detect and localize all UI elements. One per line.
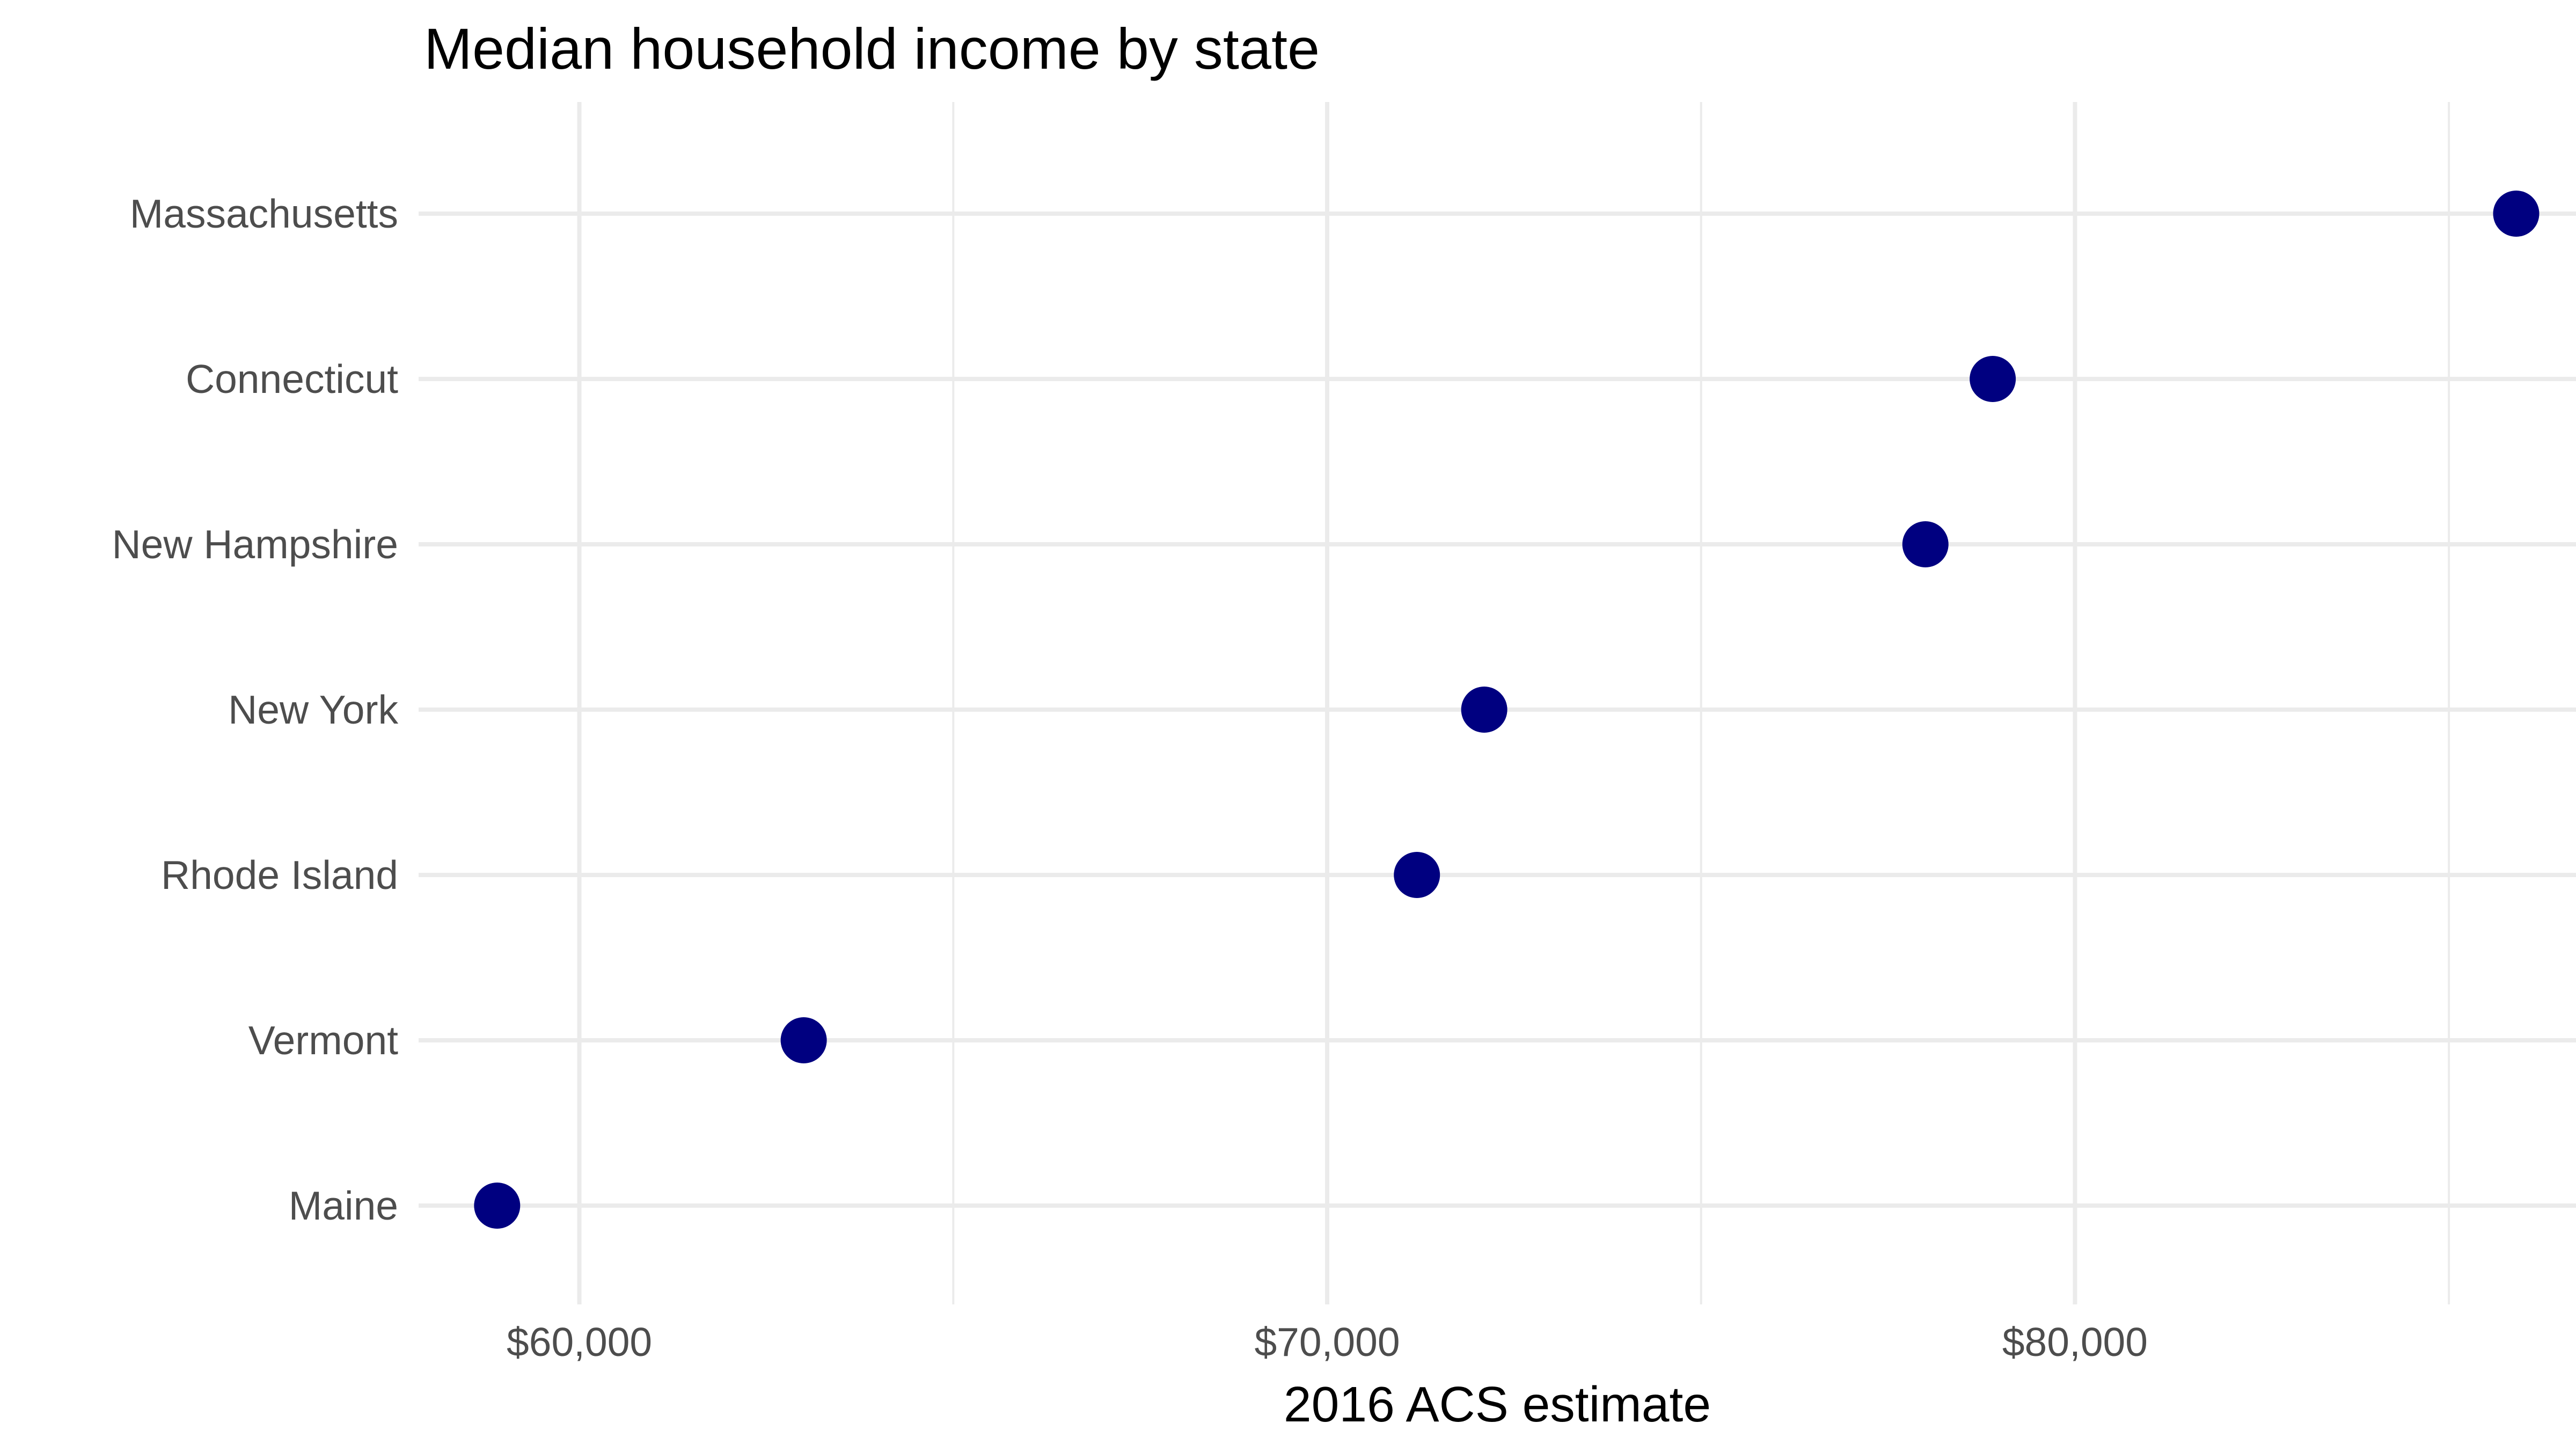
y-tick-label: Connecticut — [186, 356, 398, 402]
data-points — [474, 191, 2540, 1229]
x-tick-label: $70,000 — [1254, 1319, 1400, 1365]
y-tick-label: New Hampshire — [112, 522, 399, 567]
y-axis-tick-labels: Maine Vermont Rhode Island New York New Hamp… — [112, 191, 399, 1228]
data-point — [1902, 521, 1949, 567]
x-axis-title: 2016 ACS estimate — [1284, 1376, 1711, 1432]
data-point — [1394, 852, 1440, 898]
data-point — [474, 1183, 521, 1229]
data-point — [1461, 687, 1507, 733]
data-point — [780, 1017, 827, 1063]
y-tick-label: New York — [228, 687, 398, 732]
y-tick-label: Massachusetts — [130, 191, 398, 236]
y-tick-label: Vermont — [248, 1018, 398, 1063]
y-tick-label: Rhode Island — [161, 852, 398, 898]
data-point — [2493, 191, 2540, 237]
x-tick-label: $60,000 — [507, 1319, 652, 1365]
data-point — [1970, 356, 2016, 402]
x-tick-label: $80,000 — [2002, 1319, 2148, 1365]
y-tick-label: Maine — [289, 1183, 398, 1228]
chart-title: Median household income by state — [424, 16, 1320, 81]
x-axis-tick-labels: $60,000 $70,000 $80,000 — [507, 1319, 2148, 1365]
